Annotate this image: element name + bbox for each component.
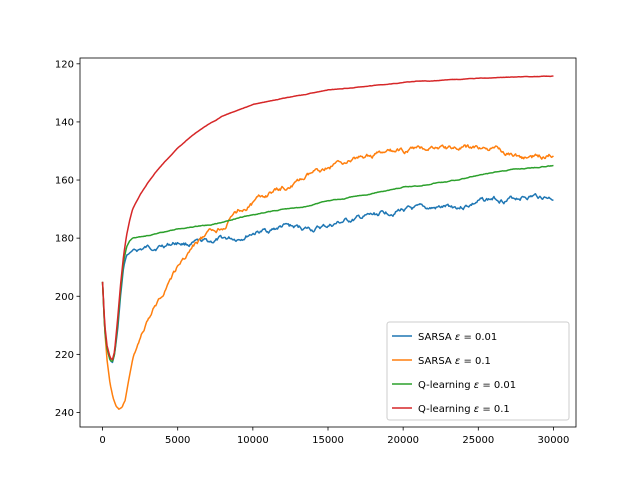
legend-entry-name-3: Q-learning: [418, 404, 474, 415]
legend-entry-0: SARSA ε = 0.01: [418, 332, 497, 343]
x-tick-label-0: 0: [99, 435, 105, 446]
series-layer: [101, 75, 554, 410]
legend-entry-value-3: = 0.1: [479, 404, 510, 415]
legend-entry-2: Q-learning ε = 0.01: [418, 380, 516, 391]
x-tick-label-1: 5000: [165, 435, 190, 446]
legend-box: [386, 321, 570, 421]
legend-entry-name-1: SARSA: [418, 356, 455, 367]
y-tick-label-3: 180: [55, 234, 74, 245]
y-tick-label-4: 200: [55, 292, 74, 303]
legend-entry-epsilon-1: ε: [455, 356, 461, 367]
x-tick-label-2: 10000: [237, 435, 269, 446]
x-tick-label-4: 20000: [387, 435, 419, 446]
series-line-0: [101, 193, 554, 364]
legend-entry-3: Q-learning ε = 0.1: [418, 404, 510, 415]
legend-entry-1: SARSA ε = 0.1: [418, 356, 491, 367]
y-tick-label-0: 120: [55, 59, 74, 70]
y-tick-label-2: 160: [55, 176, 74, 187]
x-tick-label-3: 15000: [312, 435, 344, 446]
y-axis: 120 140 160 180 200 220 240: [55, 59, 80, 419]
legend-entry-epsilon-2: ε: [474, 380, 480, 391]
legend-entry-value-2: = 0.01: [479, 380, 516, 391]
x-axis: 0 5000 10000 15000 20000 25000 30000: [99, 427, 569, 446]
series-line-2: [101, 164, 554, 362]
y-tick-label-1: 140: [55, 117, 74, 128]
legend-entry-value-1: = 0.1: [460, 356, 491, 367]
legend-entry-epsilon-0: ε: [455, 332, 461, 343]
x-tick-label-5: 25000: [462, 435, 494, 446]
legend-entry-name-0: SARSA: [418, 332, 455, 343]
x-tick-label-6: 30000: [538, 435, 570, 446]
y-tick-label-5: 220: [55, 350, 74, 361]
series-line-1: [101, 144, 554, 410]
legend-entry-name-2: Q-learning: [418, 380, 474, 391]
y-tick-label-6: 240: [55, 408, 74, 419]
legend-entry-value-0: = 0.01: [460, 332, 497, 343]
legend-entry-epsilon-3: ε: [474, 404, 480, 415]
series-line-3: [101, 75, 554, 361]
